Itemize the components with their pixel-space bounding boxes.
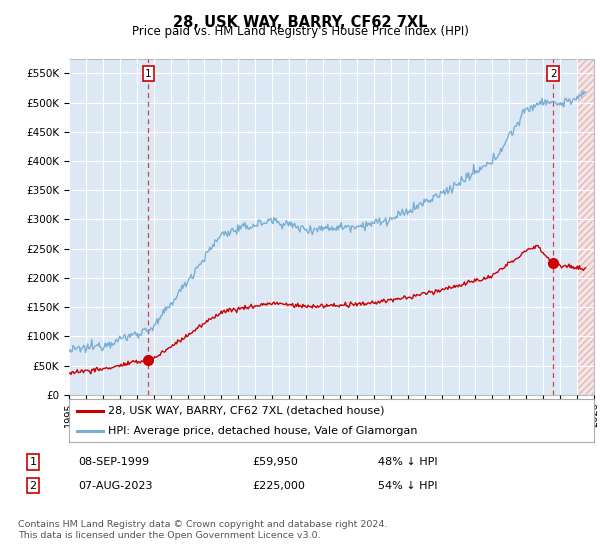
Text: Contains HM Land Registry data © Crown copyright and database right 2024.: Contains HM Land Registry data © Crown c… xyxy=(18,520,388,529)
Text: 54% ↓ HPI: 54% ↓ HPI xyxy=(378,480,437,491)
Text: 1: 1 xyxy=(29,457,37,467)
Bar xyxy=(577,59,600,395)
Text: £225,000: £225,000 xyxy=(252,480,305,491)
Text: 07-AUG-2023: 07-AUG-2023 xyxy=(78,480,152,491)
Bar xyxy=(577,59,600,395)
Text: 08-SEP-1999: 08-SEP-1999 xyxy=(78,457,149,467)
Text: 48% ↓ HPI: 48% ↓ HPI xyxy=(378,457,437,467)
Text: 28, USK WAY, BARRY, CF62 7XL (detached house): 28, USK WAY, BARRY, CF62 7XL (detached h… xyxy=(109,406,385,416)
Text: 2: 2 xyxy=(550,68,556,78)
Text: HPI: Average price, detached house, Vale of Glamorgan: HPI: Average price, detached house, Vale… xyxy=(109,427,418,436)
Text: 28, USK WAY, BARRY, CF62 7XL: 28, USK WAY, BARRY, CF62 7XL xyxy=(173,15,427,30)
Text: £59,950: £59,950 xyxy=(252,457,298,467)
Text: Price paid vs. HM Land Registry's House Price Index (HPI): Price paid vs. HM Land Registry's House … xyxy=(131,25,469,38)
Text: This data is licensed under the Open Government Licence v3.0.: This data is licensed under the Open Gov… xyxy=(18,531,320,540)
Text: 2: 2 xyxy=(29,480,37,491)
Text: 1: 1 xyxy=(145,68,152,78)
